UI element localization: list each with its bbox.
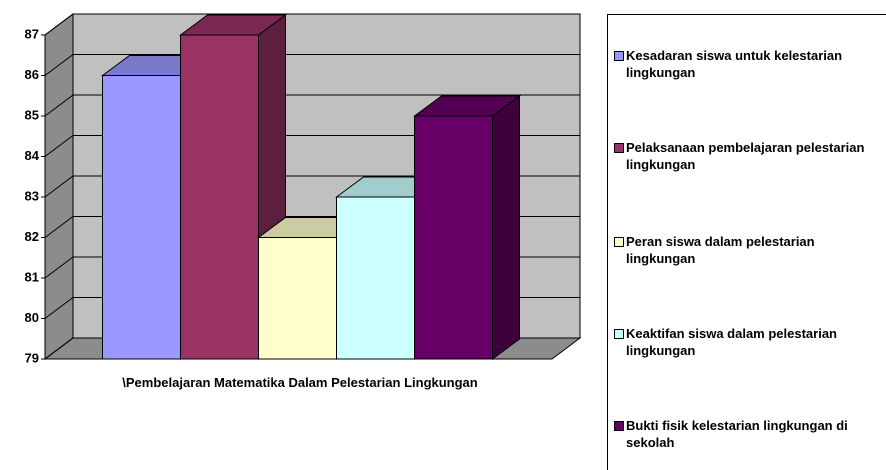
legend-label: Bukti fisik kelestarian lingkungan di se… xyxy=(626,418,848,450)
grid-line xyxy=(44,135,580,157)
legend-entry: Peran siswa dalam pelestarian lingkungan xyxy=(614,233,886,267)
legend-label: Pelaksanaan pembelajaran pelestarian lin… xyxy=(626,140,865,172)
bar xyxy=(414,115,493,360)
grid-line xyxy=(44,54,580,76)
legend-swatch xyxy=(614,143,624,153)
bar xyxy=(102,75,181,360)
legend-entry: Pelaksanaan pembelajaran pelestarian lin… xyxy=(614,139,886,173)
legend: Kesadaran siswa untuk kelestarian lingku… xyxy=(607,14,886,470)
y-tick-label: 83 xyxy=(25,188,39,203)
legend-entry: Keaktifan siswa dalam pelestarian lingku… xyxy=(614,325,886,359)
y-tick-label: 85 xyxy=(25,107,39,122)
y-tick-label: 86 xyxy=(25,67,39,82)
legend-swatch xyxy=(614,421,624,431)
legend-label: Keaktifan siswa dalam pelestarian lingku… xyxy=(626,326,837,358)
legend-swatch xyxy=(614,51,624,61)
bar-side xyxy=(492,95,520,360)
x-category-label: \Pembelajaran Matematika Dalam Pelestari… xyxy=(122,375,478,390)
y-tick-label: 84 xyxy=(25,148,40,163)
grid-line xyxy=(44,13,580,36)
bar xyxy=(258,237,337,360)
bar xyxy=(180,34,259,360)
y-tick-label: 87 xyxy=(25,26,39,41)
bar xyxy=(336,196,415,360)
y-tick-label: 80 xyxy=(25,310,39,325)
grid-line xyxy=(44,94,580,117)
legend-entry: Bukti fisik kelestarian lingkungan di se… xyxy=(614,417,886,451)
legend-label: Kesadaran siswa untuk kelestarian lingku… xyxy=(626,48,843,80)
y-tick-label: 82 xyxy=(25,229,39,244)
grid-line xyxy=(44,175,580,198)
y-tick-label: 81 xyxy=(25,269,39,284)
y-tick-label: 79 xyxy=(25,350,39,365)
legend-swatch xyxy=(614,329,624,339)
legend-swatch xyxy=(614,237,624,247)
plot: 79 80 81 82 83 84 85 86 87 xyxy=(25,13,582,365)
legend-entry: Kesadaran siswa untuk kelestarian lingku… xyxy=(614,47,886,81)
legend-label: Peran siswa dalam pelestarian lingkungan xyxy=(626,234,815,266)
